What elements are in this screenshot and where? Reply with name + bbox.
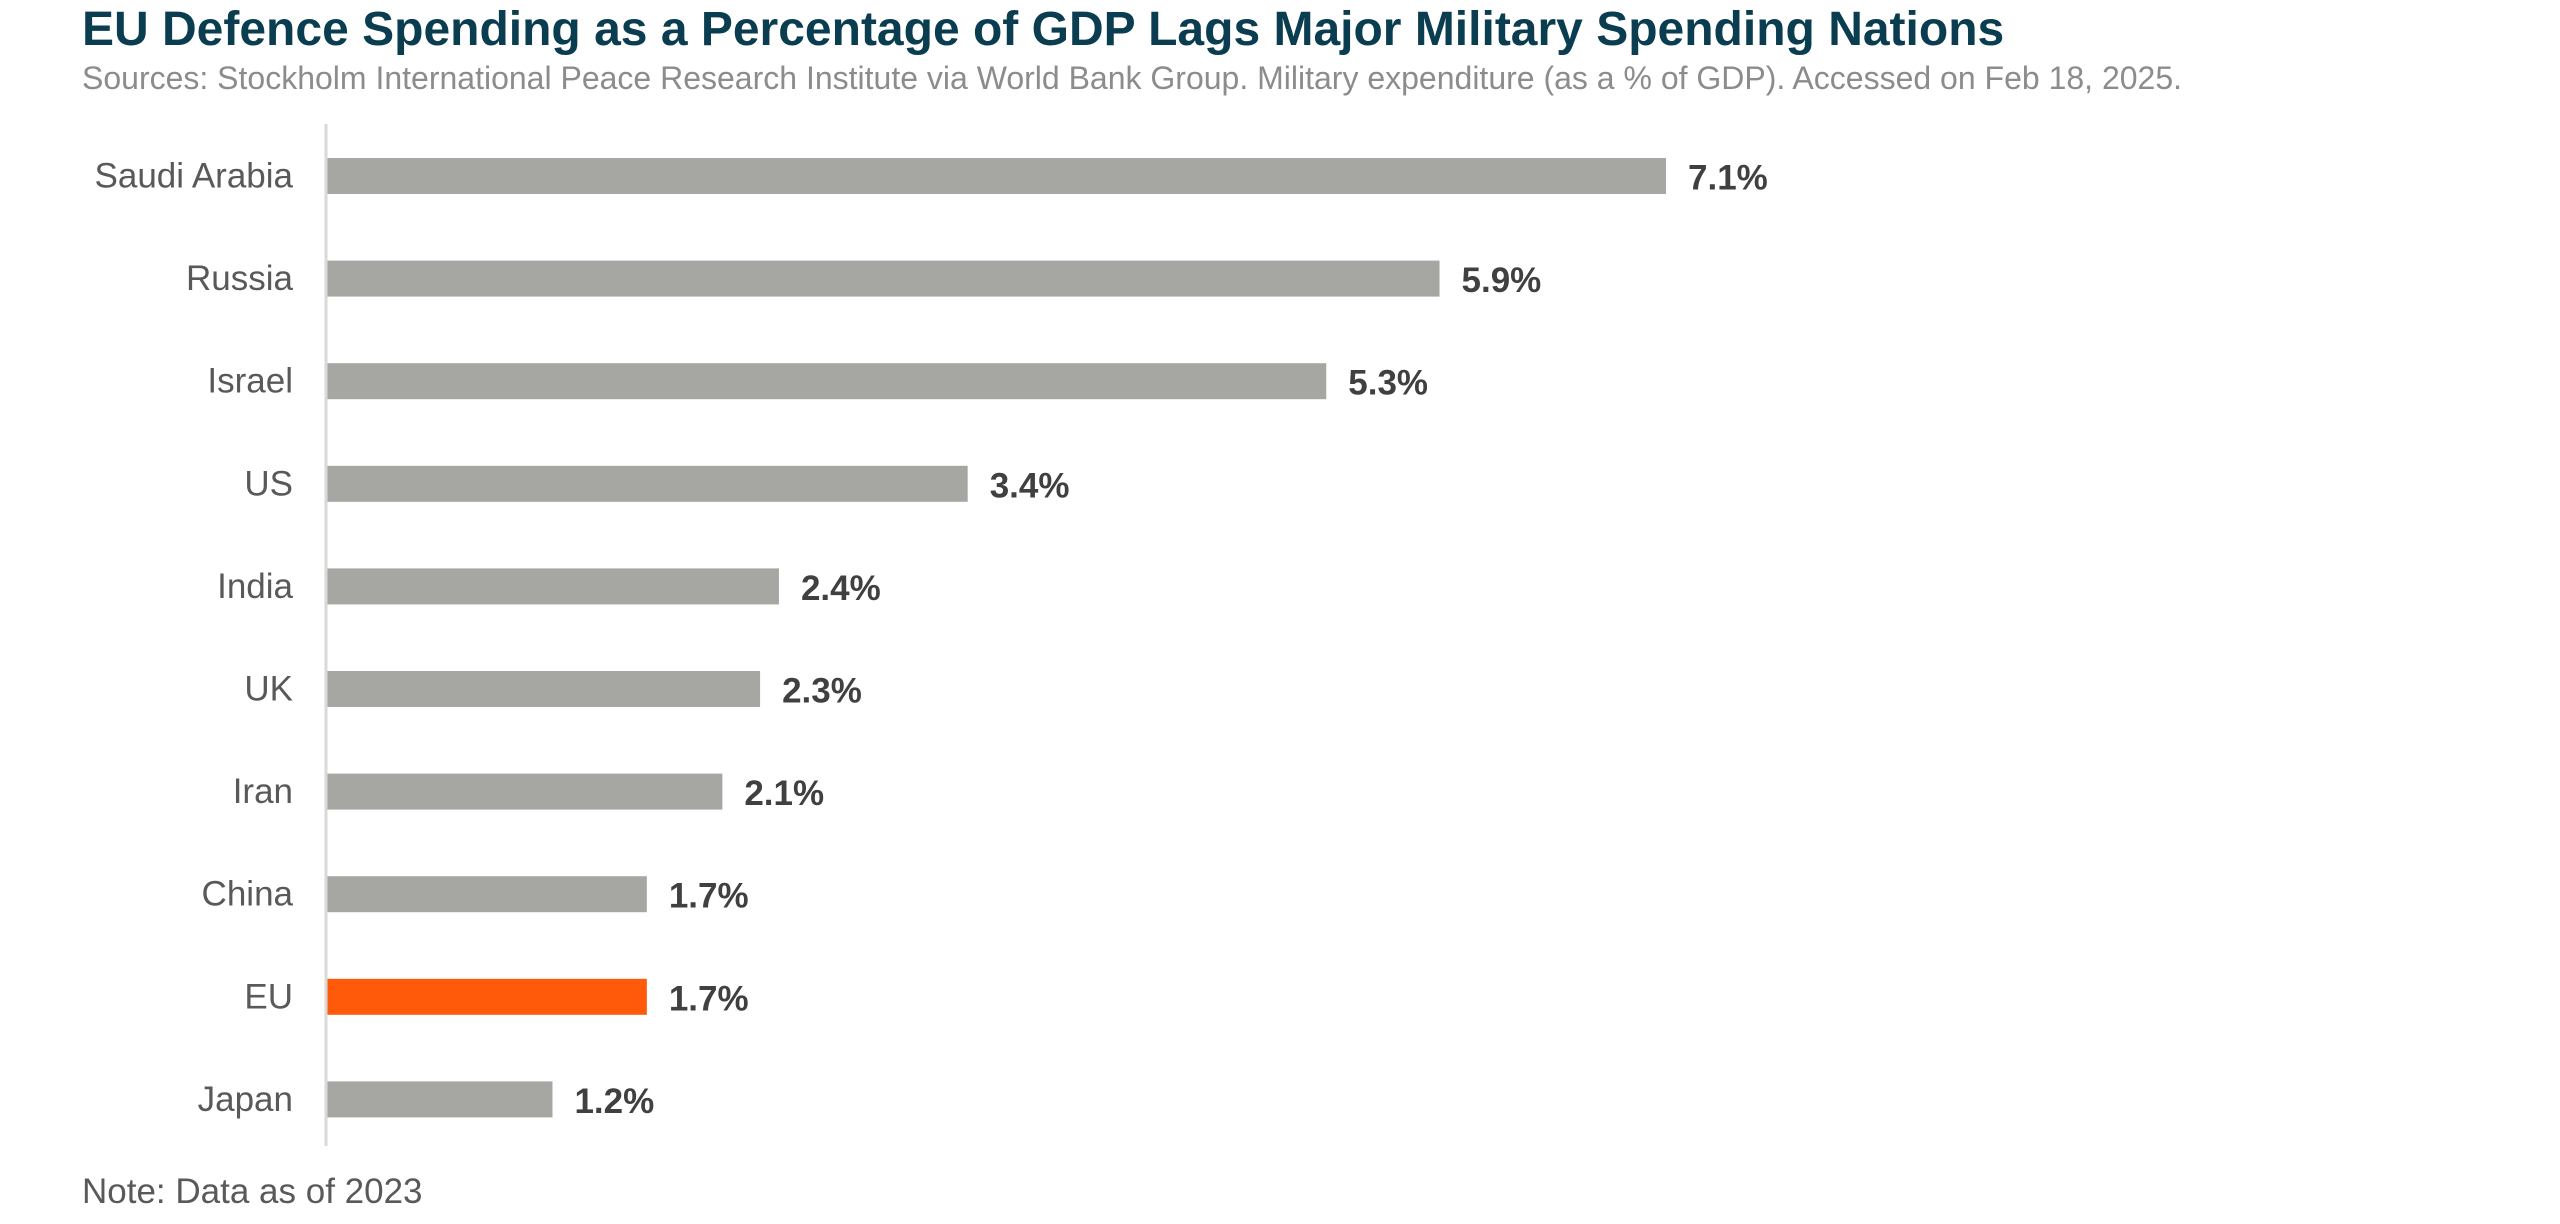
bar-israel [326, 363, 1327, 400]
value-label-eu: 1.7% [669, 979, 749, 1018]
category-label-iran: Iran [233, 772, 293, 811]
category-label-uk: UK [244, 670, 293, 709]
bar-eu [326, 978, 647, 1015]
category-label-eu: EU [244, 977, 293, 1016]
bar-india [326, 568, 779, 605]
value-label-us: 3.4% [990, 466, 1070, 505]
category-label-china: China [202, 875, 294, 914]
value-label-uk: 2.3% [782, 672, 862, 711]
value-label-china: 1.7% [669, 877, 749, 916]
chart-note: Note: Data as of 2023 [82, 1172, 423, 1211]
bar-iran [326, 773, 723, 810]
chart-title: EU Defence Spending as a Percentage of G… [82, 3, 2005, 56]
value-label-russia: 5.9% [1462, 261, 1542, 300]
bars-layer: Saudi Arabia 7.1% Russia 5.9% Israel 5.3% US 3.… [95, 157, 1768, 1121]
category-label-israel: Israel [207, 362, 293, 401]
value-label-india: 2.4% [801, 569, 881, 608]
bar-japan [326, 1081, 553, 1118]
value-label-japan: 1.2% [574, 1082, 654, 1121]
bar-uk [326, 671, 761, 707]
chart-subtitle: Sources: Stockholm International Peace R… [82, 60, 2183, 96]
value-label-iran: 2.1% [744, 774, 824, 813]
value-label-saudi-arabia: 7.1% [1688, 159, 1768, 198]
category-label-russia: Russia [186, 259, 294, 298]
category-label-us: US [244, 464, 293, 503]
category-label-japan: Japan [198, 1080, 293, 1119]
category-label-india: India [217, 567, 293, 606]
bar-russia [326, 260, 1440, 297]
bar-saudi-arabia [326, 158, 1666, 194]
value-label-israel: 5.3% [1348, 364, 1428, 403]
bar-china [326, 876, 647, 913]
bar-us [326, 465, 968, 502]
category-label-saudi-arabia: Saudi Arabia [95, 157, 294, 196]
